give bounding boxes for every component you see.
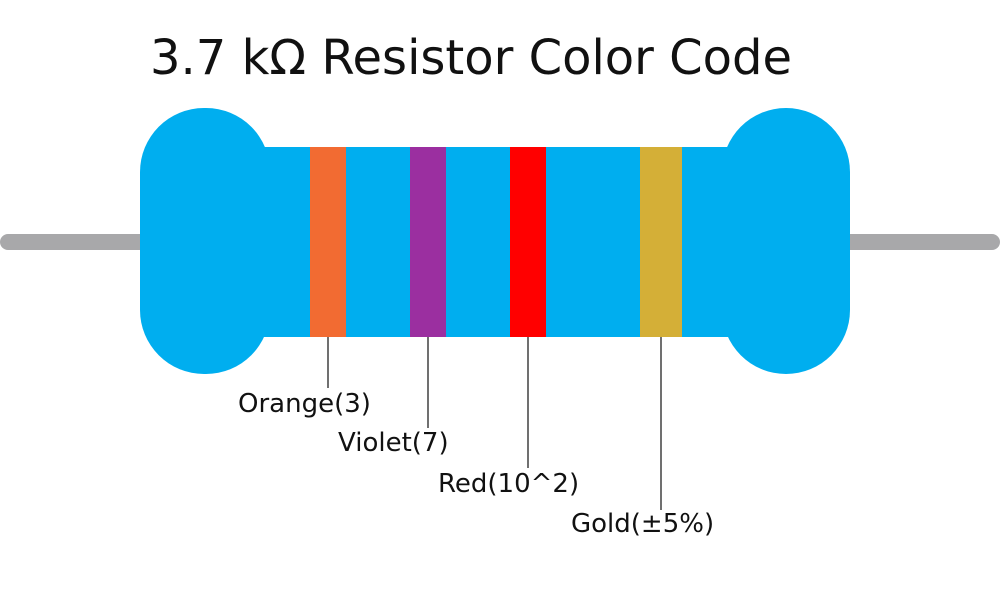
band-1-label: Orange(3) (238, 389, 371, 419)
band-4-label: Gold(±5%) (571, 509, 715, 539)
band-3 (510, 147, 546, 337)
band-3-label: Red(10^2) (438, 469, 580, 499)
page-title: 3.7 kΩ Resistor Color Code (150, 30, 793, 86)
band-2-label: Violet(7) (338, 428, 449, 458)
band-4 (640, 147, 682, 337)
band-1 (310, 147, 346, 337)
band-2 (410, 147, 446, 337)
resistor-body (140, 108, 850, 374)
